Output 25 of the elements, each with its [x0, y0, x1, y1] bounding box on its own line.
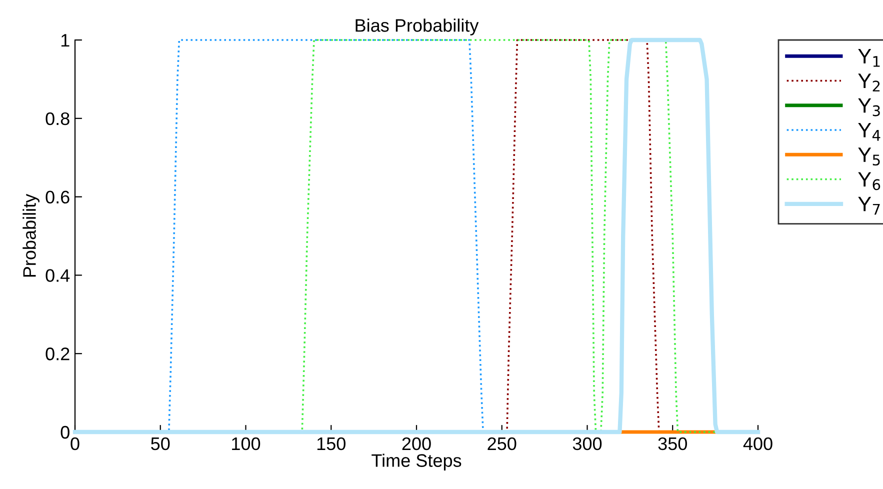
x-tick-label: 250 — [488, 437, 516, 450]
legend-label: Y$_{2}$ — [858, 74, 880, 92]
y-tick-label: 1 — [61, 34, 70, 47]
x-tick-label: 300 — [572, 437, 602, 450]
y-tick-label: 0.8 — [46, 112, 70, 126]
legend-label: Y$_{3}$ — [858, 98, 880, 116]
legend-label: Y$_{5}$ — [858, 148, 880, 166]
x-tick-label: 350 — [658, 437, 687, 450]
x-tick-label: 100 — [232, 437, 260, 450]
x-tick-label: 150 — [317, 437, 346, 450]
x-tick-label: 50 — [151, 437, 170, 450]
legend-label: Y$_{6}$ — [858, 172, 880, 190]
y-tick-label: 0.6 — [46, 190, 70, 204]
x-axis-title: Time Steps — [372, 454, 462, 471]
y-tick-label: 0 — [60, 426, 70, 439]
x-tick-label: 200 — [402, 437, 431, 450]
legend-label: Y$_{1}$ — [858, 49, 880, 67]
chart-title: Bias Probability — [356, 18, 479, 36]
legend-label: Y$_{4}$ — [858, 122, 880, 141]
y-axis-title: Probability — [22, 194, 40, 277]
x-tick-label: 0 — [70, 437, 80, 450]
x-tick-label: 400 — [743, 437, 772, 450]
y-tick-label: 0.4 — [46, 269, 70, 282]
legend-label: Y$_{7}$ — [858, 196, 880, 215]
y-tick-label: 0.2 — [46, 348, 70, 360]
